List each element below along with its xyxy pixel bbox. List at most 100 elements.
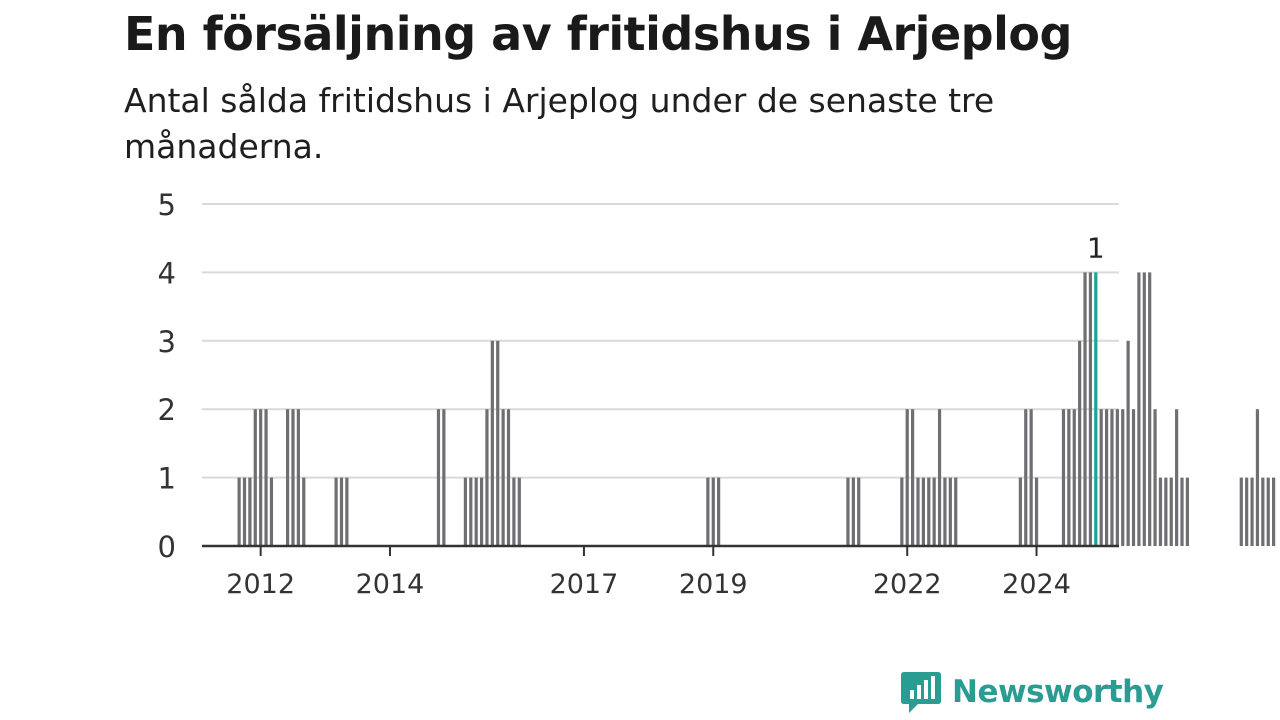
bar	[921, 477, 925, 546]
bar	[1158, 477, 1163, 546]
bar	[479, 477, 484, 546]
brand-name: Newsworthy	[952, 674, 1164, 710]
bar	[237, 477, 241, 546]
bar	[501, 409, 505, 546]
bar	[1034, 477, 1039, 546]
bar	[706, 477, 710, 546]
bar	[1255, 409, 1260, 546]
bar	[264, 409, 268, 546]
bar	[1250, 477, 1254, 546]
bar	[857, 477, 861, 546]
bar	[1099, 409, 1103, 546]
bar	[1142, 272, 1146, 546]
annotations: 1	[1087, 231, 1105, 264]
y-axis-labels: 0 1 2 3 4 5	[158, 188, 176, 564]
bar	[436, 409, 441, 546]
bar	[506, 409, 511, 546]
bar	[339, 477, 344, 546]
bar	[900, 477, 904, 546]
bar	[846, 477, 850, 546]
bar	[1153, 409, 1157, 546]
x-tick-label: 2024	[1002, 569, 1071, 600]
bar	[1104, 409, 1109, 546]
newsworthy-chart-bubble-icon	[901, 672, 941, 713]
bar	[269, 477, 274, 546]
bar	[248, 477, 252, 546]
bar	[1024, 409, 1028, 546]
bar	[851, 477, 855, 546]
x-axis: 2012 2014 2017 2019 2022 2024	[202, 544, 1119, 600]
bar	[927, 477, 931, 546]
bar	[1115, 409, 1119, 546]
bar	[517, 477, 521, 546]
bar	[286, 409, 290, 546]
bar	[932, 477, 936, 546]
bar	[954, 477, 958, 546]
bar	[1121, 409, 1125, 546]
y-tick-label: 5	[158, 188, 176, 222]
bar	[496, 340, 500, 546]
bar	[1072, 409, 1076, 546]
bar	[711, 477, 715, 546]
bar	[490, 340, 494, 546]
bar	[474, 477, 478, 546]
bar	[1148, 272, 1152, 546]
bar	[1164, 477, 1168, 546]
gridlines	[202, 203, 1119, 479]
bar	[1078, 340, 1082, 546]
y-tick-label: 3	[158, 325, 176, 359]
bar	[1018, 477, 1022, 546]
bar	[1266, 477, 1270, 546]
bar	[1137, 272, 1141, 546]
bar	[1131, 409, 1136, 546]
bar	[291, 409, 295, 546]
bar	[253, 409, 257, 546]
bar	[1180, 477, 1184, 546]
bar	[1185, 477, 1189, 546]
x-tick-label: 2012	[226, 569, 295, 600]
bar	[948, 477, 952, 546]
bar	[1126, 340, 1130, 546]
y-tick-label: 4	[158, 256, 176, 290]
y-tick-label: 0	[158, 530, 176, 564]
bar	[463, 477, 468, 546]
bar	[905, 409, 909, 546]
bar	[242, 477, 247, 546]
bar	[442, 409, 446, 546]
x-tick-label: 2017	[550, 569, 619, 600]
page-subtitle: Antal sålda fritidshus i Arjeplog under …	[124, 81, 995, 166]
bar	[937, 409, 942, 546]
bar	[302, 477, 306, 546]
bar	[717, 477, 721, 546]
bar	[1175, 409, 1179, 546]
bar	[296, 409, 300, 546]
bar	[911, 409, 915, 546]
bar	[1239, 477, 1243, 546]
page-title: En försäljning av fritidshus i Arjeplog	[124, 7, 1072, 61]
bar-highlight	[1094, 272, 1098, 546]
x-tick-label: 2022	[873, 569, 942, 600]
bar	[916, 477, 920, 546]
bar	[469, 477, 473, 546]
brand-logo: Newsworthy	[900, 668, 1164, 716]
bar	[345, 477, 349, 546]
bar	[1169, 477, 1173, 546]
bar	[1083, 272, 1087, 546]
bar	[1272, 477, 1276, 546]
bar	[1088, 272, 1093, 546]
bar	[334, 477, 338, 546]
bar	[943, 477, 947, 546]
bar	[1029, 409, 1033, 546]
y-tick-label: 2	[158, 393, 176, 427]
highlight-value-label: 1	[1087, 231, 1105, 264]
bar	[259, 409, 263, 546]
bar	[1061, 409, 1066, 546]
bar	[1245, 477, 1249, 546]
bar	[485, 409, 489, 546]
x-tick-label: 2014	[356, 569, 425, 600]
bars	[237, 272, 1276, 546]
bar	[512, 477, 516, 546]
x-tick-label: 2019	[679, 569, 748, 600]
bar	[1110, 409, 1114, 546]
